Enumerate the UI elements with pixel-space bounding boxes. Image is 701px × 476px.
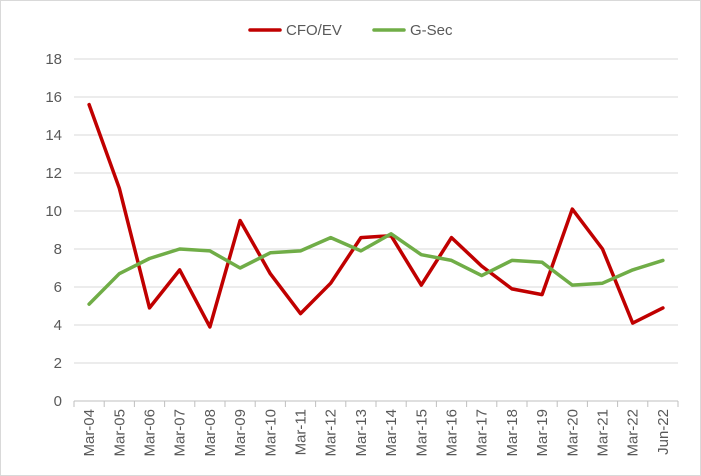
y-tick-label: 2 <box>54 355 62 372</box>
x-tick-label: Mar-05 <box>111 409 128 457</box>
x-tick-label: Mar-22 <box>625 409 642 457</box>
x-tick-label: Mar-13 <box>353 409 370 457</box>
x-tick-label: Mar-09 <box>232 409 249 457</box>
x-tick-label: Mar-12 <box>323 409 340 457</box>
y-tick-label: 12 <box>45 165 62 182</box>
x-axis-ticks: Mar-04 Mar-05 Mar-06 Mar-07 Mar-08 Mar-09 Mar-… <box>81 409 672 457</box>
x-tick-label: Jun-22 <box>655 409 672 455</box>
x-tick-label: Mar-06 <box>142 409 159 457</box>
x-axis <box>73 400 679 407</box>
series-line-cfo-ev <box>87 102 665 329</box>
x-tick-label: Mar-08 <box>202 409 219 457</box>
x-tick-label: Mar-14 <box>383 409 400 457</box>
legend-label-g-sec: G-Sec <box>410 22 453 39</box>
y-tick-label: 14 <box>45 127 62 144</box>
x-tick-label: Mar-18 <box>504 409 521 457</box>
x-tick-label: Mar-16 <box>444 409 461 457</box>
y-tick-label: 16 <box>45 89 62 106</box>
y-axis-ticks: 0 2 4 6 8 10 12 14 16 18 <box>45 51 62 410</box>
x-tick-label: Mar-20 <box>564 409 581 457</box>
y-tick-label: 8 <box>54 241 62 258</box>
y-tick-label: 4 <box>54 317 62 334</box>
legend-label-cfo-ev: CFO/EV <box>286 22 342 39</box>
x-tick-label: Mar-19 <box>534 409 551 457</box>
x-tick-label: Mar-07 <box>172 409 189 457</box>
y-tick-label: 18 <box>45 51 62 68</box>
x-tick-label: Mar-17 <box>474 409 491 457</box>
y-tick-label: 10 <box>45 203 62 220</box>
legend: CFO/EV G-Sec <box>248 22 453 39</box>
x-tick-label: Mar-15 <box>413 409 430 457</box>
y-tick-label: 0 <box>54 393 62 410</box>
x-tick-label: Mar-10 <box>262 409 279 457</box>
series-lines <box>87 102 665 329</box>
gridlines <box>74 58 678 364</box>
series-line-g-sec <box>87 232 665 306</box>
x-tick-label: Mar-21 <box>595 409 612 457</box>
x-tick-label: Mar-11 <box>293 409 310 455</box>
y-tick-label: 6 <box>54 279 62 296</box>
x-tick-label: Mar-04 <box>81 409 98 457</box>
